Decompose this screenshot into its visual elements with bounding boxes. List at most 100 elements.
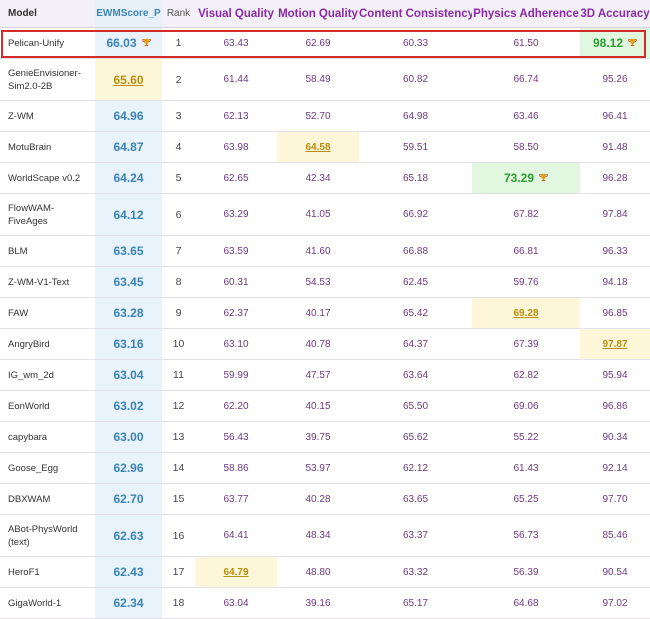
cell-value: 96.28 [602,172,628,184]
physics-adherence-cell: 66.74 [472,58,580,101]
cell-value: 5 [175,172,182,184]
header-content-consistency[interactable]: Content Consistency [359,0,472,28]
table-header: Model EWMScore_P Rank Visual Quality Mot… [0,0,650,28]
table-row[interactable]: EonWorld 63.02 12 62.20 40.15 65.50 69.06 96.86 [0,390,650,422]
table-row[interactable]: GigaWorld-1 62.34 18 63.04 39.16 65.17 64.68 97… [0,587,650,619]
cell-value: 53.97 [305,462,331,474]
model-name-line: capybara [8,431,48,443]
rank-cell: 10 [162,328,195,360]
header-3d-accuracy[interactable]: 3D Accuracy [580,0,650,28]
table-row[interactable]: AngryBird 63.16 10 63.10 40.78 64.37 67.39 97.8… [0,328,650,360]
cell-value: 66.03 [106,36,137,50]
physics-adherence-cell: 62.82 [472,359,580,391]
motion-quality-cell: 47.57 [277,359,359,391]
ewmscore-cell: 64.12 [95,193,162,236]
cell-value: 1 [175,37,182,49]
table-row[interactable]: WorldScape v0.2 64.24 5 62.65 42.34 65.18 73.2… [0,162,650,194]
table-row[interactable]: FlowWAM- FiveAges 64.12 6 63.29 41.05 66.92 67.… [0,193,650,236]
cell-value: 65.42 [402,307,429,319]
model-name-line: EonWorld [8,400,50,412]
table-row[interactable]: HeroF1 62.43 17 64.79 48.80 63.32 56.39 90.54 [0,556,650,588]
table-row[interactable]: Goose_Egg 62.96 14 58.86 53.97 62.12 61.43 92.1… [0,452,650,484]
header-model[interactable]: Model [0,0,95,28]
3d-accuracy-cell: 90.54 [580,556,650,588]
cell-value: 63.16 [113,337,144,351]
cell-value: 3 [175,110,182,122]
table-row[interactable]: DBXWAM 62.70 15 63.77 40.28 63.65 65.25 97.70 [0,483,650,515]
ewmscore-cell: 65.60 [95,58,162,101]
ewmscore-cell: 63.65 [95,235,162,267]
cell-value: 64.41 [223,530,249,541]
rank-cell: 2 [162,58,195,101]
header-visual-quality[interactable]: Visual Quality [195,0,277,28]
cell-value: 63.32 [402,566,429,578]
ewmscore-cell: 63.16 [95,328,162,360]
table-row[interactable]: IG_wm_2d 63.04 11 59.99 47.57 63.64 62.82 95.94 [0,359,650,391]
motion-quality-cell: 52.70 [277,100,359,132]
model-name-cell: DBXWAM [0,483,95,515]
cell-value: 65.60 [113,72,144,87]
cell-value: 62.13 [223,110,249,122]
cell-value: 96.85 [602,307,628,319]
header-motion-quality[interactable]: Motion Quality [277,0,359,28]
cell-value: 63.37 [402,530,429,541]
ewmscore-cell: 63.04 [95,359,162,391]
rank-cell: 7 [162,235,195,267]
cell-value: 62.70 [113,492,144,506]
rank-cell: 16 [162,514,195,557]
3d-accuracy-cell: 97.70 [580,483,650,515]
ewmscore-cell: 62.63 [95,514,162,557]
cell-value: 56.43 [223,431,249,443]
header-ewmscore[interactable]: EWMScore_P [95,0,162,28]
rank-cell: 13 [162,421,195,453]
cell-value: 97.70 [602,493,628,505]
motion-quality-cell: 41.60 [277,235,359,267]
content-consistency-cell: 65.42 [359,297,472,329]
table-row[interactable]: ABot-PhysWorld (text) 62.63 16 64.41 48.34 63.… [0,514,650,557]
model-name-line: ABot-PhysWorld [8,523,78,535]
cell-value: 64.68 [513,597,539,609]
model-name-cell: ABot-PhysWorld (text) [0,514,95,557]
cell-value: 39.75 [305,431,331,443]
table-row[interactable]: FAW 63.28 9 62.37 40.17 65.42 69.28 96.85 [0,297,650,329]
header-physics-adherence[interactable]: Physics Adherence [472,0,580,28]
model-name-line: GenieEnvisioner- [8,67,81,79]
table-row[interactable]: Pelican-Unify 66.03 1 63.43 62.69 60.33 61.50 9… [0,27,650,59]
table-row[interactable]: Z-WM 64.96 3 62.13 52.70 64.98 63.46 96.41 [0,100,650,132]
3d-accuracy-cell: 97.02 [580,587,650,619]
cell-value: 63.46 [513,110,539,122]
cell-value: 63.65 [402,493,429,505]
rank-cell: 17 [162,556,195,588]
cell-value: 97.87 [602,338,628,350]
cell-value: 66.81 [513,245,539,257]
table-row[interactable]: BLM 63.65 7 63.59 41.60 66.88 66.81 96.33 [0,235,650,267]
cell-value: 54.53 [305,276,331,288]
table-row[interactable]: MotuBrain 64.87 4 63.98 64.58 59.51 58.50 91.48 [0,131,650,163]
cell-value: 8 [175,276,182,288]
content-consistency-cell: 64.98 [359,100,472,132]
table-row[interactable]: capybara 63.00 13 56.43 39.75 65.62 55.22 90.34 [0,421,650,453]
model-name-cell: BLM [0,235,95,267]
motion-quality-cell: 54.53 [277,266,359,298]
model-name-line: Z-WM-V1-Text [8,276,70,288]
cell-value: 48.80 [305,566,331,578]
visual-quality-cell: 64.41 [195,514,277,557]
model-name-cell: Z-WM [0,100,95,132]
ewmscore-cell: 64.87 [95,131,162,163]
model-name-cell: AngryBird [0,328,95,360]
model-name-line: Sim2.0-2B [8,80,53,92]
visual-quality-cell: 56.43 [195,421,277,453]
ewmscore-cell: 62.96 [95,452,162,484]
table-row[interactable]: Z-WM-V1-Text 63.45 8 60.31 54.53 62.45 59.76 94… [0,266,650,298]
cell-value: 62.65 [223,172,249,184]
3d-accuracy-cell: 96.33 [580,235,650,267]
physics-adherence-cell: 56.73 [472,514,580,557]
cell-value: 63.04 [223,597,249,609]
table-row[interactable]: GenieEnvisioner- Sim2.0-2B 65.60 2 61.44 58.4… [0,58,650,101]
header-rank[interactable]: Rank [162,0,195,28]
rank-cell: 18 [162,587,195,619]
model-name-line: HeroF1 [8,566,40,578]
model-name-line: WorldScape v0.2 [8,172,81,184]
3d-accuracy-cell: 92.14 [580,452,650,484]
